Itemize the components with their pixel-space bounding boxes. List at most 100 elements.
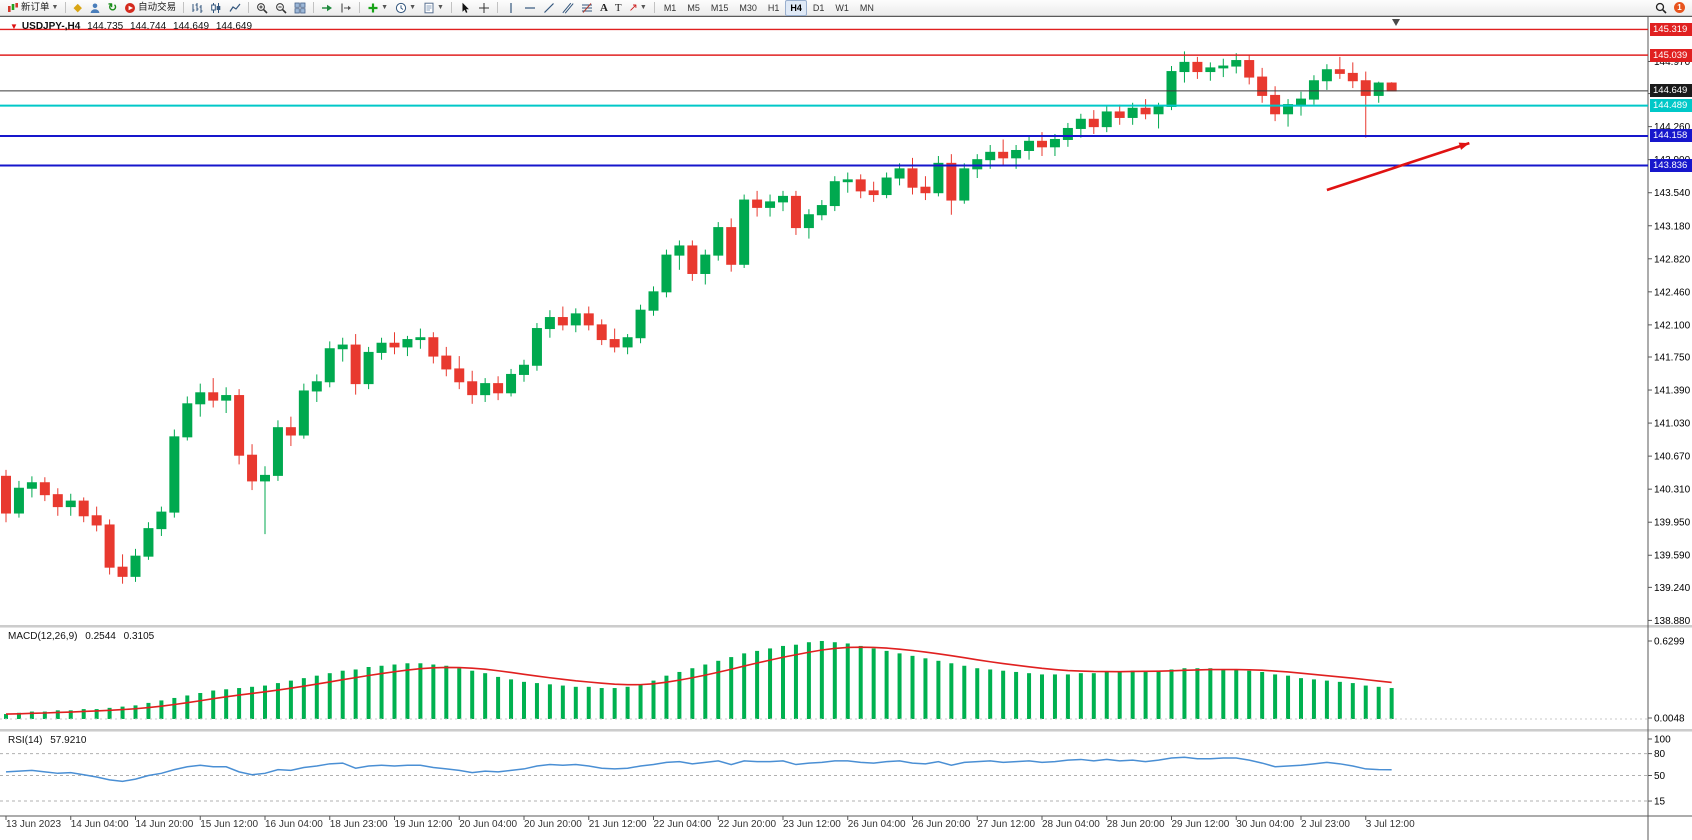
rsi-header: RSI(14) 57.9210 — [8, 735, 91, 746]
bar-chart-button[interactable] — [188, 1, 206, 15]
macd-main-value: 0.2544 — [85, 631, 116, 642]
search-button[interactable] — [1652, 1, 1670, 15]
vertical-line-icon — [510, 2, 512, 13]
zoom-out-icon — [276, 2, 287, 14]
svg-text:138.880: 138.880 — [1654, 616, 1691, 627]
label-icon: T — [614, 1, 622, 14]
timeframe-button-W1[interactable]: W1 — [835, 2, 849, 13]
chart-shift-icon — [341, 3, 352, 12]
timeframe-button-D1[interactable]: D1 — [812, 2, 825, 13]
line-chart-button[interactable] — [226, 1, 244, 15]
metaeditor-button[interactable]: ◆ — [70, 1, 84, 15]
cursor-button[interactable] — [456, 1, 474, 15]
caret-down-icon: ▼ — [51, 4, 59, 11]
svg-text:139.240: 139.240 — [1654, 583, 1691, 594]
caret-down-icon: ▼ — [639, 4, 647, 11]
svg-text:19 Jun 12:00: 19 Jun 12:00 — [395, 819, 453, 830]
auto-trading-button[interactable]: 自动交易 — [121, 1, 179, 15]
tile-windows-button[interactable] — [291, 1, 309, 15]
tile-windows-icon — [294, 2, 306, 13]
svg-text:22 Jun 04:00: 22 Jun 04:00 — [654, 819, 712, 830]
svg-text:139.590: 139.590 — [1654, 551, 1691, 562]
svg-text:142.820: 142.820 — [1654, 254, 1691, 265]
fibonacci-icon — [581, 2, 592, 13]
chart-shift-button[interactable] — [337, 1, 355, 15]
timeframe-button-M1[interactable]: M1 — [663, 2, 677, 13]
arrow-symbols-icon: ↗ — [628, 1, 638, 14]
templates-button[interactable]: ▼ — [420, 1, 447, 15]
profile-button[interactable] — [86, 1, 104, 15]
new-order-button[interactable]: 新订单 ▼ — [4, 1, 61, 15]
timeframe-button-H4[interactable]: H4 — [785, 0, 807, 16]
toolbar-separator — [653, 2, 655, 13]
svg-text:139.950: 139.950 — [1654, 518, 1691, 529]
auto-trading-label: 自动交易 — [138, 1, 177, 13]
svg-text:20 Jun 20:00: 20 Jun 20:00 — [524, 819, 582, 830]
svg-text:30 Jun 04:00: 30 Jun 04:00 — [1236, 819, 1294, 830]
svg-text:141.750: 141.750 — [1654, 353, 1691, 364]
svg-text:26 Jun 20:00: 26 Jun 20:00 — [913, 819, 971, 830]
channel-tool-button[interactable] — [559, 1, 577, 15]
new-order-label: 新订单 — [21, 1, 50, 13]
timeframe-button-H1[interactable]: H1 — [767, 2, 780, 13]
horizontal-line-tool-button[interactable] — [521, 1, 539, 15]
notification-badge: 1 — [1674, 2, 1685, 13]
macd-signal-value: 0.3105 — [123, 631, 155, 642]
price-level-label: 143.836 — [1650, 159, 1692, 173]
svg-text:144.260: 144.260 — [1654, 122, 1691, 133]
zoom-out-button[interactable] — [272, 1, 290, 15]
auto-trading-icon — [125, 2, 136, 13]
text-tool-button[interactable]: A — [597, 1, 611, 15]
timeframe-group: M1 M5 M15 M30 H1 H4 D1 W1 MN — [659, 0, 879, 16]
price-level-label: 144.489 — [1650, 99, 1692, 113]
notification-button[interactable]: 1 — [1671, 1, 1688, 15]
label-tool-button[interactable]: T — [612, 1, 625, 15]
caret-down-icon: ▼ — [409, 4, 417, 11]
trendline-tool-button[interactable] — [540, 1, 558, 15]
ohlc-high: 144.744 — [130, 21, 167, 32]
svg-text:28 Jun 20:00: 28 Jun 20:00 — [1107, 819, 1165, 830]
caret-down-icon: ▼ — [437, 4, 444, 11]
refresh-icon: ↻ — [107, 1, 118, 14]
candlestick-chart-icon — [211, 2, 221, 13]
svg-text:23 Jun 12:00: 23 Jun 12:00 — [783, 819, 841, 830]
crosshair-icon — [478, 2, 489, 13]
periods-button[interactable]: ▼ — [392, 1, 419, 15]
timeframe-button-M5[interactable]: M5 — [687, 2, 700, 13]
auto-scroll-button[interactable] — [318, 1, 336, 15]
candlestick-chart-button[interactable] — [207, 1, 225, 15]
svg-text:15 Jun 12:00: 15 Jun 12:00 — [200, 819, 258, 830]
svg-text:143.540: 143.540 — [1654, 188, 1691, 199]
arrows-tool-button[interactable]: ↗ ▼ — [626, 1, 650, 15]
timeframe-button-MN[interactable]: MN — [859, 2, 874, 13]
rsi-name: RSI(14) — [8, 735, 43, 746]
svg-text:141.030: 141.030 — [1654, 419, 1691, 430]
zoom-in-button[interactable] — [253, 1, 271, 15]
svg-text:16 Jun 04:00: 16 Jun 04:00 — [265, 819, 323, 830]
template-icon — [424, 2, 434, 13]
new-order-icon — [8, 2, 18, 12]
timeframe-button-M15[interactable]: M15 — [710, 2, 729, 13]
ohlc-low: 144.649 — [172, 21, 210, 32]
macd-header: MACD(12,26,9) 0.2544 0.3105 — [8, 631, 159, 642]
search-icon — [1655, 2, 1667, 14]
fibonacci-tool-button[interactable] — [578, 1, 596, 15]
svg-text:28 Jun 04:00: 28 Jun 04:00 — [1042, 819, 1100, 830]
svg-text:22 Jun 20:00: 22 Jun 20:00 — [718, 819, 776, 830]
text-icon: A — [599, 1, 608, 14]
vertical-line-tool-button[interactable] — [502, 1, 520, 15]
price-level-label: 145.039 — [1650, 48, 1692, 62]
toolbar-separator — [313, 2, 315, 13]
timeframe-button-M30[interactable]: M30 — [739, 2, 757, 13]
toolbar-separator — [65, 2, 67, 13]
crosshair-button[interactable] — [475, 1, 493, 15]
svg-text:140.310: 140.310 — [1654, 485, 1691, 496]
auto-scroll-icon — [322, 4, 333, 11]
horizontal-line-icon — [524, 6, 535, 9]
refresh-button[interactable]: ↻ — [105, 1, 120, 15]
svg-text:144.970: 144.970 — [1654, 57, 1691, 68]
ohlc-open: 144.735 — [87, 21, 124, 32]
indicators-button[interactable]: ▼ — [364, 1, 391, 15]
